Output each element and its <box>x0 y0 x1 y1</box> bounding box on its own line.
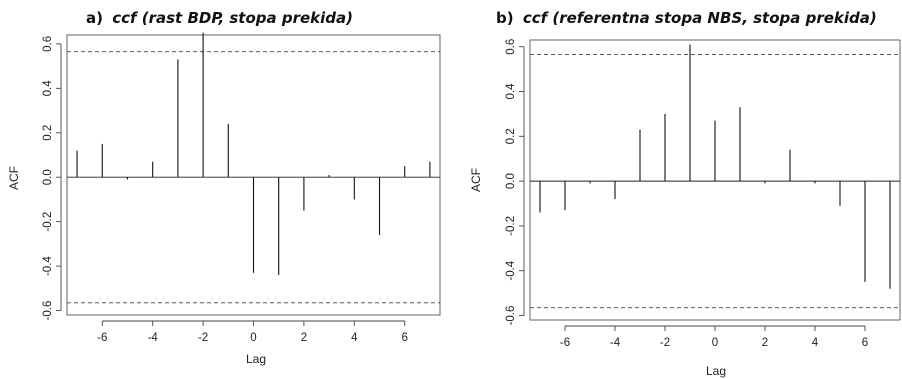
y-tick-label: -0.6 <box>42 301 54 321</box>
panel-b-marks <box>530 44 900 309</box>
y-tick-label: -0.4 <box>505 260 517 280</box>
panel-a-y-label: ACF <box>7 166 21 190</box>
panel-a-letter: a) <box>86 9 103 27</box>
x-tick-label: 4 <box>812 337 819 349</box>
panel-a-title-text: ccf (rast BDP, stopa prekida) <box>112 9 353 27</box>
panel-b-plot-frame <box>529 39 901 321</box>
x-tick-label: 6 <box>862 337 868 349</box>
x-tick-label: 2 <box>301 332 307 344</box>
panel-a-x-axis: -6 -4 -2 0 2 4 6 <box>97 320 408 344</box>
x-tick-label: -2 <box>660 337 670 349</box>
panel-a-plot-frame <box>66 34 441 316</box>
y-tick-label: 0.0 <box>42 169 54 185</box>
x-tick-label: -6 <box>560 337 570 349</box>
y-tick-label: -0.2 <box>42 212 54 232</box>
y-tick-label: -0.4 <box>42 256 54 276</box>
y-tick-label: -0.2 <box>505 216 517 236</box>
x-tick-label: 0 <box>712 337 718 349</box>
x-tick-label: 6 <box>402 332 408 344</box>
x-tick-label: -4 <box>610 337 621 349</box>
panel-b-y-label: ACF <box>469 168 483 192</box>
y-tick-label: 0.4 <box>42 80 54 97</box>
panel-a-marks <box>67 32 440 304</box>
y-tick-label: 0.2 <box>42 125 54 141</box>
panel-b-letter: b) <box>496 9 514 27</box>
panel-b-y-axis: -0.6 -0.4 -0.2 0.0 0.2 0.4 0.6 <box>505 39 525 326</box>
x-tick-label: -2 <box>198 332 208 344</box>
panel-a-title: a) ccf (rast BDP, stopa prekida) <box>86 9 353 27</box>
panel-b-title: b) ccf (referentna stopa NBS, stopa prek… <box>496 9 877 27</box>
y-tick-label: 0.2 <box>505 128 517 144</box>
y-tick-label: 0.6 <box>42 36 54 52</box>
panel-a: a) ccf (rast BDP, stopa prekida) -0.6-0.… <box>7 9 441 366</box>
y-tick-label: 0.6 <box>505 39 517 55</box>
y-tick-label: 0.4 <box>505 83 517 100</box>
x-tick-label: -6 <box>97 332 107 344</box>
panel-a-x-label: Lag <box>246 352 266 366</box>
panel-b-x-axis: -6 -4 -2 0 2 4 6 <box>560 325 868 349</box>
y-tick-label: -0.6 <box>505 306 517 326</box>
panel-b: b) ccf (referentna stopa NBS, stopa prek… <box>469 9 901 378</box>
panel-b-x-label: Lag <box>706 364 726 378</box>
y-tick-label: 0.0 <box>505 173 517 189</box>
x-tick-label: 2 <box>762 337 768 349</box>
panel-b-title-text: ccf (referentna stopa NBS, stopa prekida… <box>523 9 877 27</box>
panel-a-y-axis: -0.6 -0.4 -0.2 0.0 0.2 0.4 0.6 <box>42 36 62 321</box>
x-tick-label: 4 <box>351 332 358 344</box>
x-tick-label: 0 <box>250 332 256 344</box>
x-tick-label: -4 <box>148 332 159 344</box>
